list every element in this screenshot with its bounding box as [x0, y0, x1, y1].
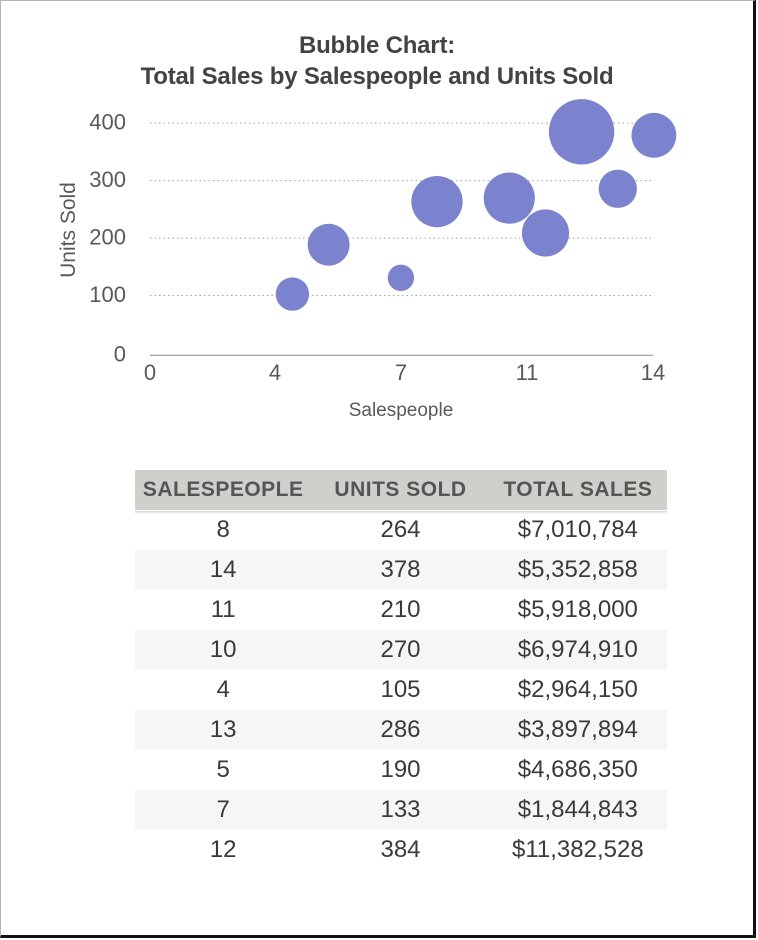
svg-text:100: 100 — [89, 282, 126, 307]
svg-text:4: 4 — [269, 360, 281, 385]
svg-text:Units Sold: Units Sold — [57, 182, 80, 278]
svg-text:0: 0 — [114, 342, 126, 367]
svg-text:14: 14 — [641, 360, 665, 385]
svg-text:7: 7 — [395, 360, 407, 385]
svg-text:11: 11 — [516, 360, 539, 385]
svg-text:200: 200 — [89, 225, 126, 250]
svg-text:400: 400 — [89, 110, 126, 135]
svg-text:300: 300 — [89, 167, 126, 192]
svg-text:0: 0 — [144, 360, 156, 385]
svg-text:Salespeople: Salespeople — [349, 400, 454, 421]
